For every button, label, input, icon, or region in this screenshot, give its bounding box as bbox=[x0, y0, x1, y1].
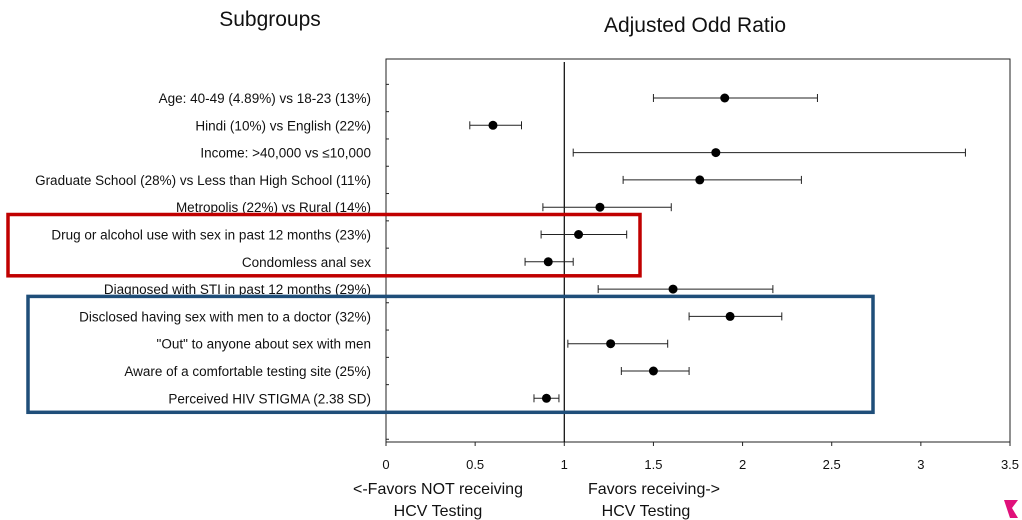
subgroups-heading: Subgroups bbox=[219, 8, 321, 31]
odds-ratio-point bbox=[725, 311, 735, 321]
confidence-intervals bbox=[469, 94, 966, 403]
x-tick-label: 0 bbox=[382, 457, 389, 472]
subgroup-label: Condomless anal sex bbox=[242, 255, 371, 270]
subgroup-labels: Age: 40-49 (4.89%) vs 18-23 (13%) Hindi (… bbox=[35, 91, 371, 406]
plot-frame bbox=[385, 58, 1011, 443]
subgroup-label: Graduate School (28%) vs Less than High … bbox=[35, 173, 371, 188]
x-tick-label: 2 bbox=[739, 457, 746, 472]
odds-ratio-point bbox=[695, 175, 705, 185]
x-tick-label: 2.5 bbox=[823, 457, 841, 472]
x-tick-label: 0.5 bbox=[466, 457, 484, 472]
odds-ratio-point bbox=[648, 366, 658, 376]
subgroup-label: "Out" to anyone about sex with men bbox=[157, 337, 371, 352]
subgroup-label: Perceived HIV STIGMA (2.38 SD) bbox=[168, 391, 371, 406]
corner-logo-mark bbox=[1004, 500, 1018, 518]
favors-label-line1: Favors receiving-> bbox=[588, 481, 720, 498]
favors-not-label-line2: HCV Testing bbox=[394, 503, 483, 520]
odds-ratio-point bbox=[668, 284, 678, 294]
x-tick-label: 3 bbox=[917, 457, 924, 472]
odds-ratio-point bbox=[574, 230, 584, 239]
chart-title: Adjusted Odd Ratio bbox=[604, 14, 786, 37]
subgroup-label: Drug or alcohol use with sex in past 12 … bbox=[51, 228, 371, 243]
subgroup-label: Metropolis (22%) vs Rural (14%) bbox=[176, 200, 371, 215]
red-highlight-box bbox=[6, 212, 642, 278]
x-tick-label: 1 bbox=[561, 457, 568, 472]
odds-ratio-point bbox=[543, 257, 553, 267]
x-axis-tick-labels: 0 0.5 1 1.5 2 2.5 3 3.5 bbox=[382, 457, 1019, 472]
highlight-boxes bbox=[6, 212, 875, 415]
odds-ratio-point bbox=[595, 202, 605, 212]
subgroup-label: Income: >40,000 vs ≤10,000 bbox=[200, 146, 371, 161]
odds-ratio-point bbox=[606, 339, 616, 349]
favors-not-label-line1: <-Favors NOT receiving bbox=[353, 481, 523, 498]
favors-label-line2: HCV Testing bbox=[602, 503, 691, 520]
odds-ratio-point bbox=[541, 393, 551, 403]
odds-ratio-points bbox=[488, 93, 735, 403]
subgroup-label: Age: 40-49 (4.89%) vs 18-23 (13%) bbox=[159, 91, 371, 106]
x-axis-ticks bbox=[385, 442, 1011, 446]
subgroup-label: Disclosed having sex with men to a docto… bbox=[79, 309, 371, 324]
x-tick-label: 3.5 bbox=[1001, 457, 1019, 472]
subgroup-label: Diagnosed with STI in past 12 months (29… bbox=[104, 282, 371, 297]
x-tick-label: 1.5 bbox=[644, 457, 662, 472]
odds-ratio-point bbox=[720, 93, 730, 103]
blue-highlight-box bbox=[26, 294, 875, 415]
subgroup-label: Hindi (10%) vs English (22%) bbox=[195, 118, 371, 133]
odds-ratio-point bbox=[488, 120, 498, 130]
odds-ratio-point bbox=[711, 148, 721, 158]
subgroup-label: Aware of a comfortable testing site (25%… bbox=[124, 364, 371, 379]
